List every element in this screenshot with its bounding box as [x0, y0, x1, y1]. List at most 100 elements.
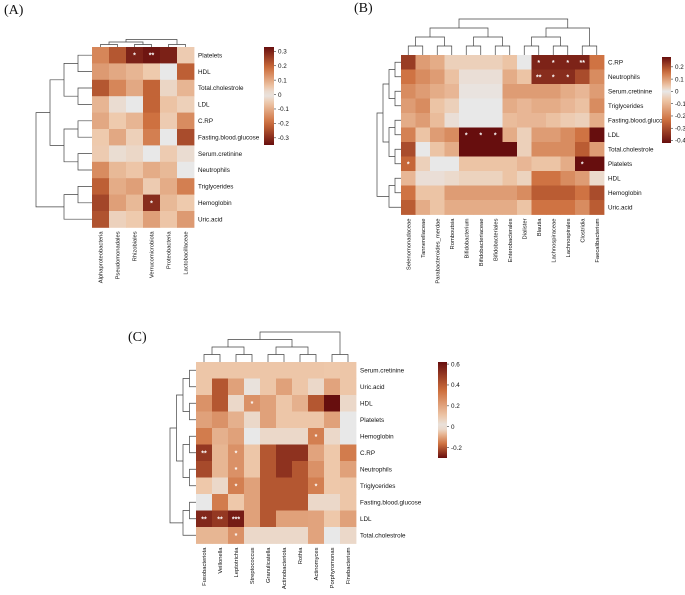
- heatmap-cell: [228, 378, 245, 396]
- heatmap-cell: [430, 69, 445, 85]
- colorbar-tick-label: 0.2: [675, 64, 684, 71]
- column-dendrogram-branch: [125, 39, 178, 45]
- heatmap-cell: [401, 142, 416, 157]
- heatmap-cell: [340, 494, 357, 511]
- heatmap-cell: [575, 156, 590, 172]
- heatmap-cell: [324, 510, 341, 528]
- column-label: Alphaproteobacteria: [99, 231, 105, 284]
- heatmap-cell: [177, 47, 195, 64]
- heatmap-cell: [517, 171, 532, 186]
- heatmap-cell: [459, 84, 474, 99]
- colorbar-tick-label: -0.3: [675, 125, 685, 132]
- heatmap-cell: [415, 98, 431, 114]
- column-label: Verrucomicrobiota: [150, 231, 156, 278]
- heatmap-cell: [177, 112, 195, 130]
- column-label: Veillonella: [218, 547, 224, 574]
- heatmap-cell: [109, 112, 127, 130]
- heatmap-cell: [415, 200, 431, 215]
- column-dendrogram-branch: [458, 18, 569, 28]
- heatmap-cell: [340, 362, 357, 379]
- heatmap-cell: [546, 113, 561, 128]
- row-label: Triglycerides: [608, 103, 643, 110]
- heatmap-cell: [430, 84, 445, 99]
- heatmap-cell: [546, 127, 561, 143]
- heatmap-cell: [324, 461, 341, 478]
- heatmap-cell: [575, 171, 590, 186]
- heatmap-cell: [92, 47, 110, 64]
- heatmap-cell: [212, 395, 229, 412]
- heatmap-cell: [160, 63, 178, 81]
- significance-marker: *: [251, 401, 254, 408]
- heatmap-cell: [260, 461, 277, 478]
- heatmap-cell: [589, 142, 605, 157]
- heatmap-cell: [430, 156, 445, 172]
- column-label: Enterobacterales: [508, 218, 514, 262]
- heatmap-cell: [517, 142, 532, 157]
- row-dendrogram-branch: [63, 128, 78, 163]
- heatmap-cell: [160, 96, 178, 113]
- column-label: Bifidobacteriales: [493, 218, 499, 261]
- row-label: HDL: [608, 175, 621, 182]
- heatmap-cell: [92, 161, 110, 179]
- heatmap-cell: [228, 444, 245, 462]
- heatmap-cell: [531, 200, 547, 215]
- row-label: Total.cholestrole: [198, 85, 244, 92]
- column-label: Lachnospirales: [566, 218, 572, 257]
- heatmap-cell: [160, 47, 178, 64]
- heatmap-cell: [589, 156, 605, 172]
- heatmap-cell: [292, 411, 309, 429]
- colorbar-tick-label: -0.3: [278, 135, 289, 142]
- significance-marker: *: [465, 132, 468, 139]
- heatmap-cell: [276, 461, 293, 478]
- column-dendrogram-branch: [465, 45, 482, 55]
- heatmap-cell: [488, 69, 503, 85]
- heatmap-cell: [92, 194, 110, 212]
- column-dendrogram-branch: [331, 354, 349, 362]
- heatmap-cell: [415, 127, 431, 143]
- heatmap-cell: [126, 211, 144, 228]
- heatmap-cell: [109, 129, 127, 146]
- heatmap-cell: [415, 55, 431, 70]
- heatmap-cell: [488, 84, 503, 99]
- column-label: Leptotrichia: [234, 547, 240, 578]
- row-label: C.RP: [360, 450, 375, 457]
- significance-marker: *: [133, 53, 136, 60]
- significance-marker: **: [580, 60, 586, 67]
- heatmap-cell: [324, 378, 341, 396]
- colorbar-tick-label: -0.2: [278, 121, 289, 128]
- heatmap-cell: [488, 171, 503, 186]
- heatmap-cell: [340, 527, 357, 544]
- heatmap-cell: [459, 142, 474, 157]
- heatmap-cell: [589, 55, 605, 70]
- panel-label: (B): [354, 1, 373, 16]
- heatmap-cell: [324, 362, 341, 379]
- heatmap-cell: [92, 178, 110, 195]
- heatmap-cell: [177, 129, 195, 146]
- heatmap-cell: [340, 395, 357, 412]
- column-label: Parabacteroides_merdae: [435, 219, 441, 284]
- significance-marker: *: [566, 74, 569, 81]
- heatmap-cell: [459, 200, 474, 215]
- heatmap-cell: [444, 142, 460, 157]
- heatmap-cell: [401, 69, 416, 85]
- heatmap-cell: [177, 178, 195, 195]
- row-label: Triglycerides: [198, 184, 233, 191]
- heatmap-cell: [276, 362, 293, 379]
- heatmap-cell: [196, 461, 213, 478]
- heatmap-cell: [228, 411, 245, 429]
- row-dendrogram-branch: [189, 369, 196, 388]
- heatmap-cell: [244, 527, 261, 544]
- column-label: Streptococcus: [250, 547, 256, 584]
- heatmap-cell: [517, 113, 532, 128]
- heatmap-cell: [589, 171, 605, 186]
- heatmap-cell: [244, 362, 261, 379]
- column-dendrogram-branch: [494, 45, 511, 55]
- heatmap-cell: [260, 411, 277, 429]
- row-label: Hemoglobin: [198, 200, 232, 207]
- heatmap-cell: [92, 145, 110, 163]
- heatmap-cell: [260, 494, 277, 511]
- row-dendrogram-branch: [376, 112, 389, 197]
- heatmap-cell: [459, 113, 474, 128]
- colorbar: [662, 57, 671, 143]
- column-label: Porphyromonas: [330, 547, 336, 588]
